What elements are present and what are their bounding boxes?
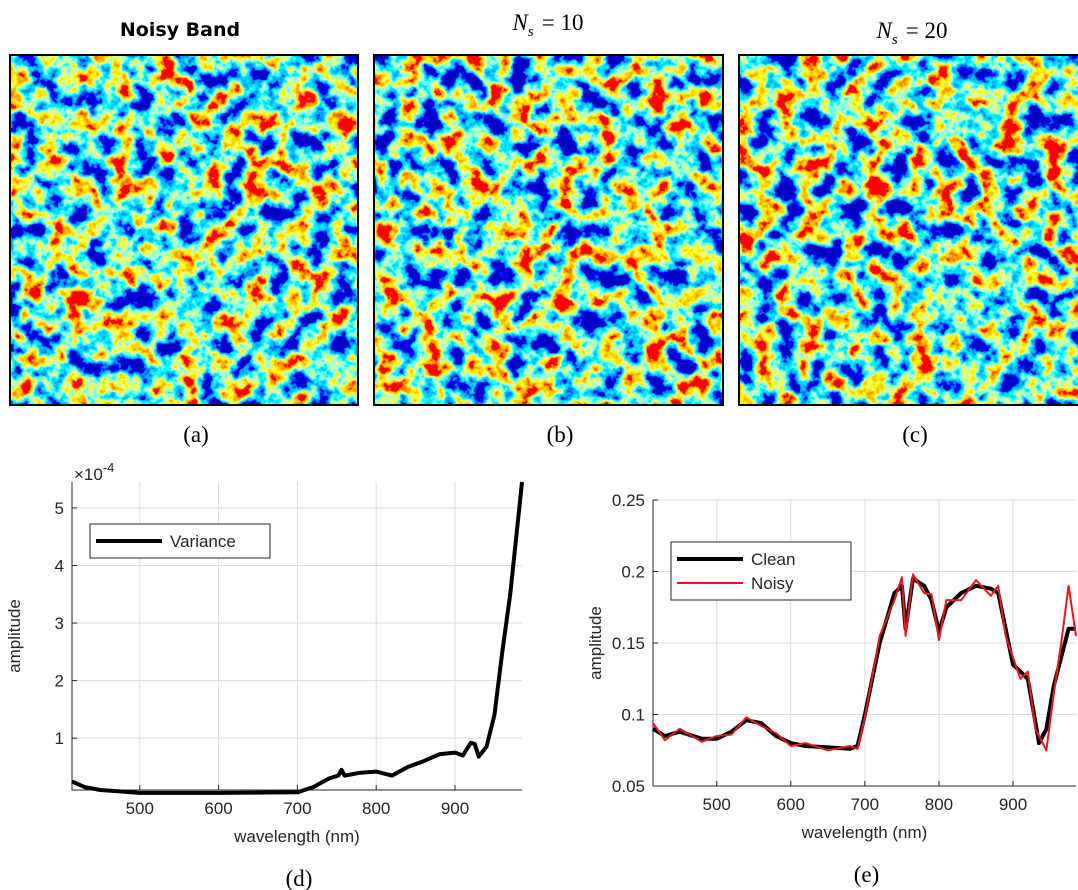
heatmap [10, 55, 358, 405]
x-tick-label: 900 [441, 799, 469, 818]
x-tick-label: 800 [925, 795, 953, 814]
exponent-power: -4 [103, 460, 115, 475]
series-line [652, 573, 1077, 752]
y-tick-label: 2 [55, 672, 64, 691]
rest: = 20 [906, 18, 948, 43]
y-axis-label: amplitude [5, 599, 24, 673]
y-tick-label: 0.05 [612, 777, 645, 796]
symbol: N [512, 10, 530, 35]
y-tick-label: 0.15 [612, 634, 645, 653]
heatmap [739, 55, 1078, 405]
chart: 1 2 3 4 5 500 600 700 800 900 wavelength (nm) ampli… [5, 460, 524, 890]
caption: (b) [547, 422, 574, 447]
panel-title: Ns = 20 [876, 18, 948, 48]
subscript: s [892, 32, 898, 48]
x-axis-label: wavelength (nm) [233, 827, 360, 846]
x-axis-label: wavelength (nm) [801, 823, 928, 842]
panel-title: Ns = 10 [512, 10, 584, 40]
legend-label: Clean [751, 550, 795, 569]
legend-box [670, 541, 852, 601]
symbol: N [876, 18, 894, 43]
x-tick-label: 500 [703, 795, 731, 814]
caption: (e) [854, 862, 880, 887]
frame [738, 54, 1078, 406]
image-b: Ns = 10 (b) [373, 10, 724, 447]
chart: 0.05 0.1 0.15 0.2 0.25 500 600 700 800 900 wavelen… [586, 491, 1077, 887]
frame [373, 54, 724, 406]
y-tick-label: 5 [55, 499, 64, 518]
x-tick-label: 500 [126, 799, 154, 818]
series-line [71, 481, 524, 795]
x-tick-label: 900 [999, 795, 1027, 814]
axes-frame [71, 482, 522, 791]
exponent-label: ×10-4 [74, 460, 114, 484]
frame [9, 54, 359, 406]
y-tick-label: 1 [55, 729, 64, 748]
image-c: Ns = 20 (c) [738, 18, 1078, 447]
caption: (a) [183, 422, 209, 447]
x-tick-label: 600 [777, 795, 805, 814]
x-tick-label: 800 [362, 799, 390, 818]
panel-title: Noisy Band [120, 19, 240, 41]
image-a: Noisy Band (a) [9, 19, 359, 447]
heatmap [374, 55, 723, 405]
caption: (c) [902, 422, 928, 447]
exponent-base: ×10 [74, 465, 103, 484]
rest: = 10 [542, 10, 584, 35]
axes-frame [652, 500, 1076, 787]
x-tick-label: 700 [851, 795, 879, 814]
y-tick-label: 0.2 [621, 563, 645, 582]
legend-label: Variance [170, 532, 236, 551]
y-tick-label: 0.25 [612, 491, 645, 510]
y-axis-label: amplitude [586, 606, 605, 680]
y-tick-label: 4 [55, 556, 64, 575]
y-tick-label: 0.1 [621, 706, 645, 725]
subscript: s [528, 24, 534, 40]
caption: (d) [286, 866, 313, 890]
legend-label: Noisy [751, 574, 794, 593]
x-tick-label: 700 [283, 799, 311, 818]
x-tick-label: 600 [204, 799, 232, 818]
y-tick-label: 3 [55, 614, 64, 633]
